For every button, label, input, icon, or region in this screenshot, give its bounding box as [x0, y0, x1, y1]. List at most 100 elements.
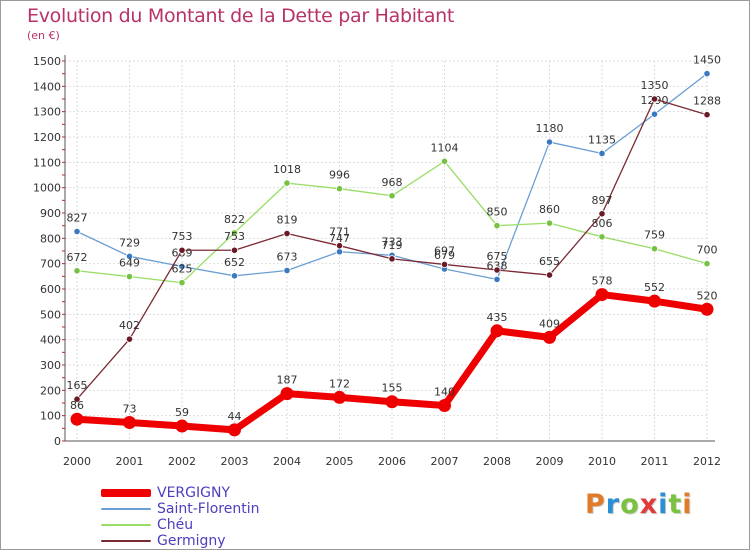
data-point	[650, 95, 659, 103]
data-label: 759	[644, 229, 665, 242]
legend-swatch	[101, 524, 151, 526]
x-tick-label: 2011	[641, 455, 669, 468]
data-label: 520	[697, 289, 718, 302]
data-label: 187	[277, 374, 298, 387]
y-tick-label: 0	[54, 435, 61, 448]
data-point	[335, 248, 344, 256]
y-tick-label: 1100	[33, 156, 61, 169]
data-point	[125, 252, 134, 260]
x-tick-label: 2010	[588, 455, 616, 468]
x-tick-label: 2004	[273, 455, 301, 468]
logo-letter: o	[620, 489, 640, 520]
data-point	[335, 242, 344, 250]
x-tick-label: 2002	[168, 455, 196, 468]
data-label: 700	[697, 244, 718, 257]
data-label: 860	[539, 203, 560, 216]
data-point	[703, 70, 711, 78]
data-label: 655	[539, 255, 560, 268]
chart-unit-label: (en €)	[27, 29, 60, 42]
data-label: 552	[644, 281, 665, 294]
data-label: 44	[228, 410, 242, 423]
data-point	[438, 399, 451, 413]
y-tick-label: 300	[40, 359, 61, 372]
data-label: 1288	[693, 95, 721, 108]
data-point	[648, 294, 661, 308]
data-point	[230, 272, 239, 280]
chart-title: Evolution du Montant de la Dette par Hab…	[27, 5, 455, 27]
data-label: 850	[487, 206, 508, 219]
data-label: 822	[224, 213, 245, 226]
data-label: 1180	[536, 122, 564, 135]
data-label: 59	[175, 406, 189, 419]
logo-letter: t	[668, 489, 683, 520]
data-point	[388, 255, 396, 263]
data-label: 1135	[588, 133, 616, 146]
data-point	[333, 390, 346, 404]
data-point	[650, 245, 659, 253]
y-tick-label: 1200	[33, 131, 61, 144]
data-label: 155	[382, 382, 403, 395]
data-point	[73, 395, 81, 403]
x-tick-label: 2006	[378, 455, 406, 468]
data-point	[598, 149, 606, 158]
data-point	[440, 260, 449, 269]
data-label: 165	[67, 379, 88, 392]
data-label: 771	[329, 226, 350, 239]
data-point	[543, 330, 556, 344]
y-tick-label: 400	[40, 334, 61, 347]
y-tick-label: 900	[40, 207, 61, 220]
legend-label: Germigny	[157, 533, 226, 549]
data-point	[178, 262, 186, 271]
x-tick-label: 2001	[116, 455, 144, 468]
data-point	[125, 272, 134, 281]
data-point	[650, 110, 659, 118]
logo-letter: r	[605, 489, 621, 520]
legend-swatch	[101, 489, 151, 497]
data-label: 733	[382, 235, 403, 248]
data-label: 753	[172, 230, 193, 243]
data-label: 409	[539, 317, 560, 330]
y-tick-label: 500	[40, 308, 61, 321]
data-label: 968	[382, 176, 403, 189]
data-label: 673	[277, 251, 298, 264]
data-point	[598, 210, 606, 218]
data-point	[178, 279, 186, 287]
data-point	[178, 246, 186, 254]
data-label: 1104	[431, 141, 459, 154]
data-label: 652	[224, 256, 245, 269]
data-point	[283, 179, 291, 187]
data-point	[388, 192, 396, 200]
data-point	[493, 222, 501, 230]
data-point	[73, 267, 81, 275]
data-label: 1350	[641, 79, 669, 92]
data-label: 897	[592, 194, 613, 207]
y-tick-label: 800	[40, 232, 61, 245]
data-label: 625	[172, 263, 193, 276]
data-label: 73	[123, 403, 137, 416]
data-label: 86	[70, 399, 84, 412]
data-label: 1018	[273, 163, 301, 176]
x-tick-label: 2007	[431, 455, 459, 468]
y-tick-label: 200	[40, 384, 61, 397]
x-tick-label: 2008	[483, 455, 511, 468]
data-point	[595, 288, 609, 302]
data-label: 729	[119, 236, 140, 249]
y-tick-label: 1300	[33, 106, 61, 119]
y-tick-label: 1400	[33, 80, 61, 93]
data-label: 753	[224, 230, 245, 243]
data-label: 819	[277, 214, 298, 227]
data-point	[703, 111, 711, 119]
data-label: 672	[67, 251, 88, 264]
data-point	[700, 302, 714, 316]
x-tick-label: 2012	[693, 455, 721, 468]
data-point	[283, 229, 291, 238]
legend-swatch	[101, 540, 151, 542]
data-label: 719	[382, 239, 403, 252]
y-tick-label: 700	[40, 258, 61, 271]
data-point	[175, 419, 189, 433]
data-point	[70, 412, 84, 426]
data-label: 697	[434, 244, 455, 257]
data-point	[230, 246, 239, 254]
